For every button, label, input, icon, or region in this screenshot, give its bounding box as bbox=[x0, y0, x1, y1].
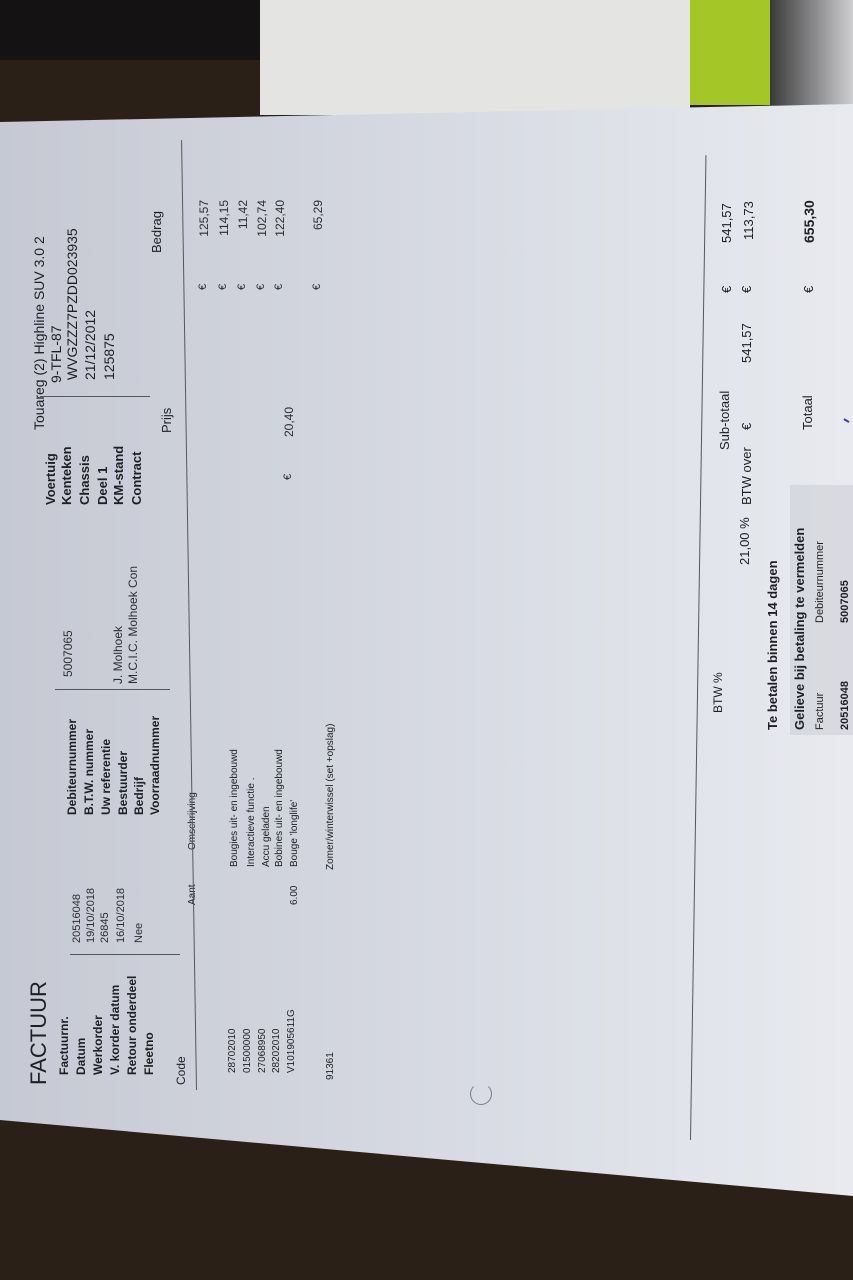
background-right-object bbox=[770, 0, 853, 105]
btw-over-currency: € bbox=[739, 422, 754, 430]
payment-terms: Te betalen binnen 14 dagen bbox=[765, 560, 780, 730]
item-price-currency: € bbox=[282, 473, 294, 480]
invoice-title: FACTUUR bbox=[26, 981, 51, 1085]
btw-base: 541,57 bbox=[739, 323, 754, 363]
btw-rate: 21,00 % bbox=[737, 517, 752, 565]
label-contract: Contract bbox=[129, 451, 144, 505]
value-datum: 19/10/2018 bbox=[85, 887, 97, 943]
btw-over-label: BTW over bbox=[739, 447, 754, 505]
label-deel1: Deel 1 bbox=[95, 466, 110, 505]
item-amount: 114,15 bbox=[217, 200, 231, 236]
value-deel1: 21/12/2012 bbox=[82, 309, 98, 380]
label-kenteken: Kenteken bbox=[59, 446, 74, 505]
label-bedrijf: Bedrijf bbox=[132, 776, 146, 815]
btw-amount-currency: € bbox=[739, 285, 754, 293]
column-code: Code bbox=[174, 1056, 188, 1085]
value-vkorder-datum: 16/10/2018 bbox=[115, 887, 127, 943]
column-bedrag: Bedrag bbox=[149, 211, 164, 253]
value-km-stand: 125875 bbox=[101, 333, 117, 380]
ref-label-factuur: Factuur bbox=[814, 692, 826, 730]
item-qty: 6.00 bbox=[289, 885, 300, 905]
header-divider bbox=[181, 140, 197, 1090]
label-chassis: Chassis bbox=[77, 455, 92, 505]
subtotal-value: 541,57 bbox=[719, 203, 734, 243]
item-code: 28702010 bbox=[227, 1028, 238, 1074]
value-factuurnr: 20516048 bbox=[71, 894, 83, 943]
item-code: 27068950 bbox=[257, 1028, 268, 1074]
label-fleetno: Fleetno bbox=[142, 1032, 156, 1075]
label-voertuig: Voertuig bbox=[43, 453, 58, 505]
value-debiteurnummer: 5007065 bbox=[61, 630, 75, 677]
item-currency: € bbox=[217, 283, 229, 290]
value-retour-onderdeel: Nee bbox=[133, 922, 145, 943]
divider bbox=[55, 689, 170, 690]
divider bbox=[40, 396, 150, 397]
item-currency: € bbox=[236, 283, 248, 290]
total-label: Totaal bbox=[800, 395, 815, 430]
item-code: 91361 bbox=[325, 1052, 336, 1080]
label-btw-nummer: B.T.W. nummer bbox=[82, 728, 96, 815]
item-description: Bobines uit- en ingebouwd bbox=[274, 749, 285, 867]
item-currency: € bbox=[273, 283, 285, 290]
subtotal-currency: € bbox=[719, 285, 734, 293]
label-voorraadnummer: Voorraadnummer bbox=[148, 715, 162, 815]
item-code: 28202010 bbox=[271, 1028, 282, 1074]
label-uw-referentie: Uw referentie bbox=[99, 738, 113, 815]
background-green-surface bbox=[690, 0, 770, 105]
total-value: 655,30 bbox=[801, 200, 817, 243]
column-prijs: Prijs bbox=[159, 407, 174, 433]
item-description: Bougies uit- en ingebouwd bbox=[229, 749, 240, 867]
item-amount: 125,57 bbox=[197, 200, 211, 237]
totals-divider bbox=[690, 155, 707, 1141]
ref-value-debiteurnummer: 5007065 bbox=[839, 580, 851, 623]
background-white-surface bbox=[260, 0, 690, 115]
total-currency: € bbox=[801, 285, 816, 293]
item-currency: € bbox=[311, 283, 323, 290]
label-werkorder: Werkorder bbox=[91, 1015, 105, 1075]
value-kenteken: 9-TFL-87 bbox=[48, 325, 64, 383]
item-amount: 65,29 bbox=[311, 200, 325, 231]
item-description: Bouge 'longlife' bbox=[289, 799, 300, 867]
btw-header: BTW % bbox=[711, 672, 725, 713]
label-datum: Datum bbox=[74, 1037, 88, 1075]
btw-amount: 113,73 bbox=[741, 201, 756, 240]
item-currency: € bbox=[255, 283, 267, 290]
item-amount: 122,40 bbox=[273, 200, 287, 237]
value-voertuig: Touareg (2) Highline SUV 3.0 2 bbox=[31, 236, 47, 430]
value-bestuurder: J. Molhoek bbox=[111, 625, 125, 684]
item-description: Zomer/winterwissel (set +opslag) bbox=[325, 723, 336, 870]
label-vkorder-datum: V. korder datum bbox=[108, 984, 122, 1075]
item-currency: € bbox=[197, 283, 209, 290]
desk-object-dark bbox=[0, 0, 280, 60]
label-retour-onderdeel: Retour onderdeel bbox=[125, 975, 139, 1075]
item-price: 20,40 bbox=[282, 406, 296, 437]
pencil-mark-icon bbox=[470, 1083, 492, 1105]
value-chassis: WVGZZZ7PZDD023935 bbox=[64, 228, 80, 380]
label-debiteurnummer: Debiteurnummer bbox=[65, 718, 79, 815]
item-amount: 102,74 bbox=[255, 200, 269, 237]
ref-label-debiteurnummer: Debiteurnummer bbox=[814, 541, 826, 623]
value-bedrijf: M.C.I.C. Molhoek Con bbox=[126, 565, 140, 684]
item-amount: 11,42 bbox=[236, 200, 250, 230]
divider bbox=[70, 954, 180, 955]
item-description: Accu geladen bbox=[261, 806, 272, 867]
value-werkorder: 26845 bbox=[99, 912, 111, 943]
item-description: Interactieve functie . bbox=[246, 777, 257, 868]
item-code: V101905611G bbox=[286, 1009, 297, 1073]
label-bestuurder: Bestuurder bbox=[116, 750, 130, 815]
subtotal-label: Sub-totaal bbox=[717, 390, 732, 450]
ref-value-factuur: 20516048 bbox=[839, 681, 851, 730]
item-code: 01500000 bbox=[242, 1028, 253, 1074]
label-factuurnr: Factuurnr. bbox=[57, 1016, 71, 1075]
label-km-stand: KM-stand bbox=[111, 445, 126, 505]
payment-mention: Gelieve bij betaling te vermelden bbox=[792, 527, 807, 730]
pen-mark-icon bbox=[843, 413, 853, 423]
